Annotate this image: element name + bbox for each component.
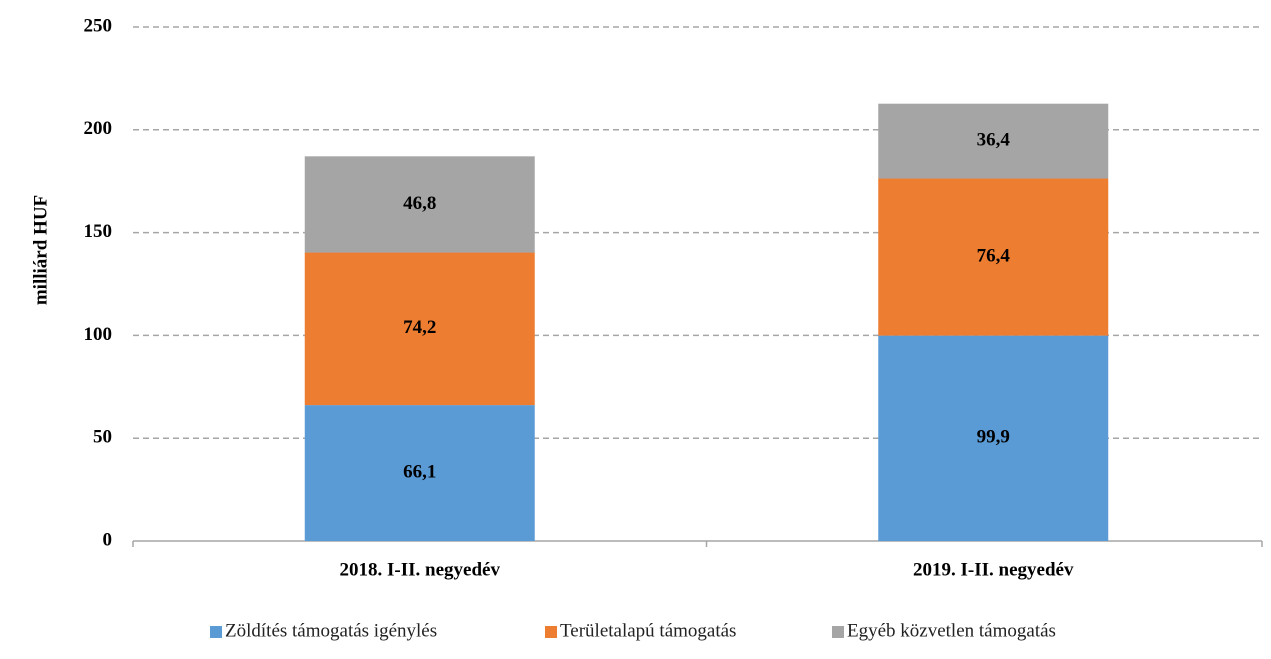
y-tick-label: 250	[84, 15, 113, 36]
bar-segment	[878, 103, 1109, 179]
legend-swatch	[210, 626, 222, 638]
y-tick-label: 50	[93, 427, 112, 448]
data-label: 74,2	[403, 317, 436, 338]
y-tick-label: 200	[84, 118, 113, 139]
bar-segment	[304, 405, 535, 541]
data-label: 76,4	[977, 245, 1011, 266]
legend-swatch	[832, 626, 844, 638]
data-label: 46,8	[403, 193, 436, 214]
x-tick-label: 2018. I-II. negyedév	[340, 559, 501, 580]
legend-swatch	[545, 626, 557, 638]
y-tick-label: 0	[103, 529, 113, 550]
bar-segment	[878, 335, 1109, 541]
legend-label: Zöldítés támogatás igénylés	[225, 620, 437, 641]
y-tick-label: 150	[84, 221, 113, 242]
data-label: 66,1	[403, 461, 436, 482]
data-label: 99,9	[977, 427, 1010, 448]
legend-label: Egyéb közvetlen támogatás	[847, 620, 1056, 641]
bar-segment	[878, 178, 1109, 336]
y-axis-label: milliárd HUF	[30, 195, 51, 305]
bar-segment	[304, 156, 535, 253]
y-tick-label: 100	[84, 324, 113, 345]
legend-label: Területalapú támogatás	[560, 620, 736, 641]
data-label: 36,4	[977, 129, 1011, 150]
bar-segment	[304, 252, 535, 406]
x-tick-label: 2019. I-II. negyedév	[913, 559, 1074, 580]
